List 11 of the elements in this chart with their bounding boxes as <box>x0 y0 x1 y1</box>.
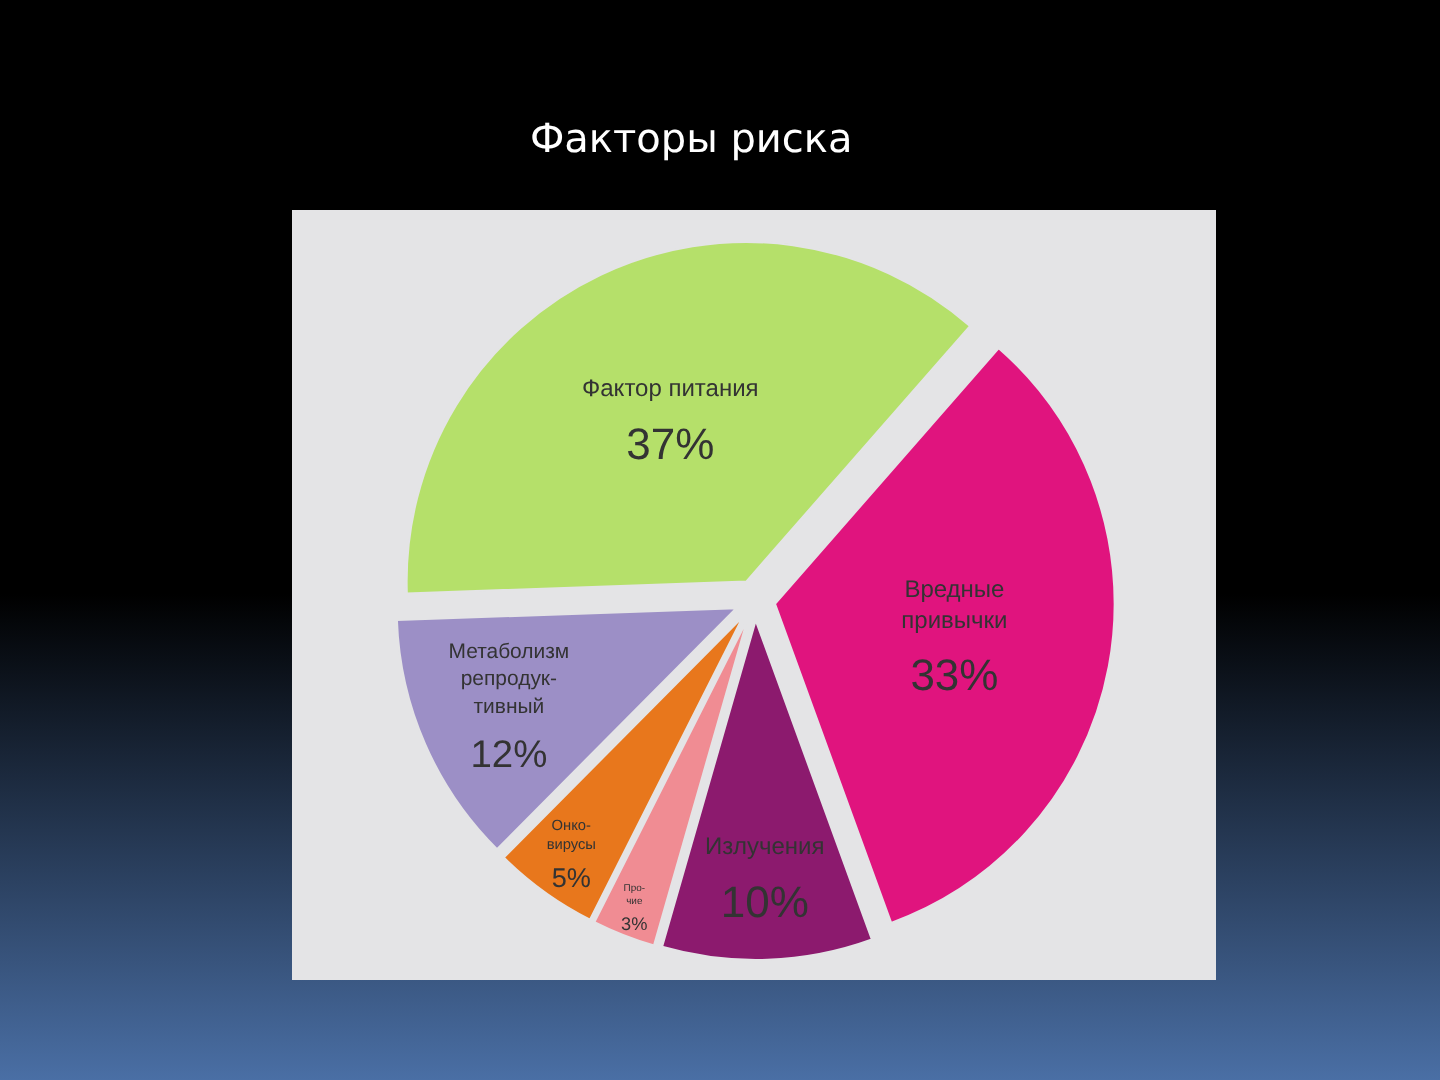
data-label: 5% <box>551 863 591 894</box>
data-label: 10% <box>720 876 809 927</box>
data-label: 33% <box>910 650 999 701</box>
slice-label: Метаболизм репродук- тивный <box>448 642 570 719</box>
slice-label: Фактор питания <box>582 374 759 403</box>
chart-title: Факторы риска <box>529 114 853 163</box>
data-label: 3% <box>621 913 648 934</box>
data-label: 37% <box>626 418 715 469</box>
slice-label: Вредные привычки <box>901 574 1008 634</box>
slice-label: Излучения <box>705 832 825 861</box>
data-label: 12% <box>470 735 548 778</box>
